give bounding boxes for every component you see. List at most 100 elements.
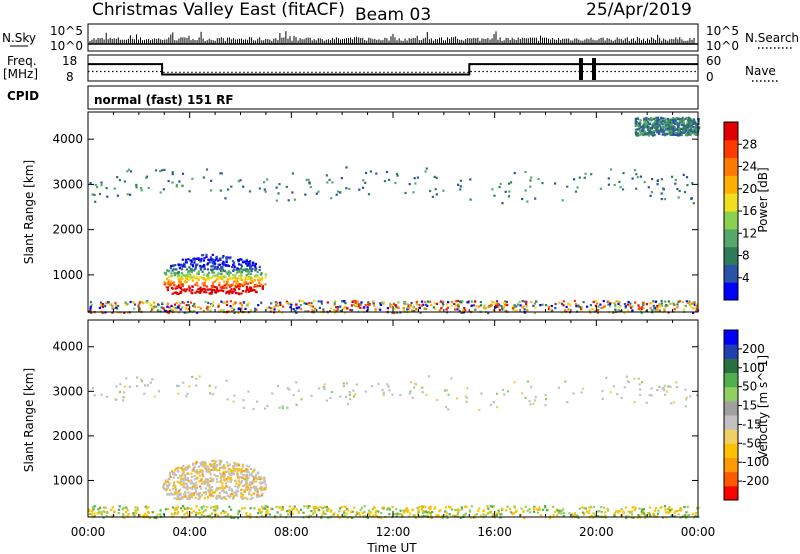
time-axis-label: Time UT: [366, 541, 417, 554]
echo-cell: [637, 304, 640, 307]
echo-cell: [190, 270, 194, 274]
echo-cell: [425, 393, 428, 397]
echo-cell: [346, 307, 349, 310]
nsearch-label: N.Search: [745, 31, 799, 45]
echo-cell: [165, 286, 168, 289]
echo-cell: [599, 187, 602, 190]
echo-cell: [225, 379, 228, 382]
echo-cell: [108, 302, 111, 305]
echo-cell: [93, 394, 96, 397]
echo-cell: [222, 260, 225, 263]
echo-cell: [204, 300, 207, 303]
echo-cell: [281, 405, 284, 408]
echo-cell: [456, 512, 459, 515]
echo-cell: [550, 304, 553, 308]
echo-cell: [313, 511, 316, 514]
echo-cell: [115, 306, 118, 309]
echo-cell: [187, 258, 190, 261]
echo-cell: [183, 301, 186, 305]
echo-cell: [620, 508, 623, 511]
colorbar-swatch: [724, 400, 738, 416]
echo-cell: [678, 300, 681, 303]
echo-cell: [291, 172, 294, 175]
echo-cell: [150, 310, 153, 313]
echo-cell: [210, 258, 213, 261]
echo-cell: [151, 511, 154, 514]
echo-cell: [578, 306, 582, 309]
echo-cell: [189, 274, 192, 277]
echo-cell: [695, 131, 698, 135]
echo-cell: [532, 507, 536, 510]
echo-cell: [231, 260, 234, 263]
echo-cell: [592, 505, 596, 509]
echo-cell: [343, 300, 346, 303]
echo-cell: [568, 303, 571, 306]
echo-cell: [419, 311, 422, 314]
echo-cell: [187, 464, 190, 467]
echo-cell: [150, 308, 154, 311]
echo-cell: [245, 288, 248, 291]
echo-cell: [670, 133, 673, 136]
echo-cell: [349, 308, 352, 312]
echo-cell: [498, 308, 501, 312]
echo-cell: [388, 508, 391, 511]
echo-cell: [534, 306, 537, 309]
echo-cell: [561, 199, 564, 202]
echo-cell: [219, 461, 222, 464]
echo-cell: [199, 463, 203, 466]
echo-cell: [318, 508, 321, 511]
echo-cell: [231, 310, 234, 313]
echo-cell: [525, 302, 528, 306]
echo-cell: [618, 510, 622, 513]
echo-cell: [289, 306, 292, 309]
echo-cell: [305, 178, 308, 181]
echo-cell: [185, 511, 188, 514]
echo-cell: [255, 267, 258, 270]
echo-cell: [162, 485, 165, 488]
echo-cell: [672, 116, 675, 120]
echo-cell: [249, 513, 252, 516]
echo-cell: [271, 392, 274, 395]
echo-cell: [173, 273, 177, 277]
echo-cell: [672, 122, 675, 125]
echo-cell: [281, 506, 284, 509]
echo-cell: [268, 306, 271, 309]
echo-cell: [214, 506, 217, 509]
echo-cell: [383, 180, 387, 183]
echo-cell: [260, 477, 263, 480]
echo-cell: [658, 119, 661, 123]
echo-cell: [342, 382, 345, 385]
echo-cell: [480, 304, 483, 307]
echo-cell: [672, 127, 675, 130]
echo-cell: [399, 513, 402, 516]
echo-cell: [663, 384, 666, 387]
echo-cell: [693, 301, 696, 304]
echo-cell: [323, 387, 326, 391]
echo-cell: [210, 285, 213, 288]
echo-cell: [653, 123, 656, 126]
echo-cell: [231, 497, 234, 500]
echo-cell: [237, 308, 240, 311]
echo-cell: [147, 506, 150, 509]
echo-cell: [207, 496, 210, 499]
echo-cell: [198, 508, 201, 512]
echo-cell: [229, 305, 232, 308]
time-tick-labels: 00:00 04:00 08:00 12:00 16:00 20:00 00:00: [71, 525, 716, 539]
echo-cell: [162, 307, 165, 310]
echo-cell: [366, 306, 369, 309]
echo-cell: [510, 511, 513, 514]
echo-cell: [219, 309, 222, 312]
echo-cell: [690, 120, 694, 123]
echo-cell: [203, 510, 206, 513]
echo-cell: [209, 463, 212, 466]
echo-cell: [195, 290, 198, 293]
echo-cell: [642, 307, 645, 310]
echo-cell: [185, 395, 188, 398]
echo-cell: [225, 292, 228, 295]
echo-cell: [280, 508, 283, 511]
echo-cell: [179, 308, 182, 311]
echo-cell: [231, 292, 234, 295]
echo-cell: [166, 493, 169, 496]
nsky-bottom-tick: 10^0: [50, 39, 83, 53]
echo-cell: [541, 508, 545, 511]
